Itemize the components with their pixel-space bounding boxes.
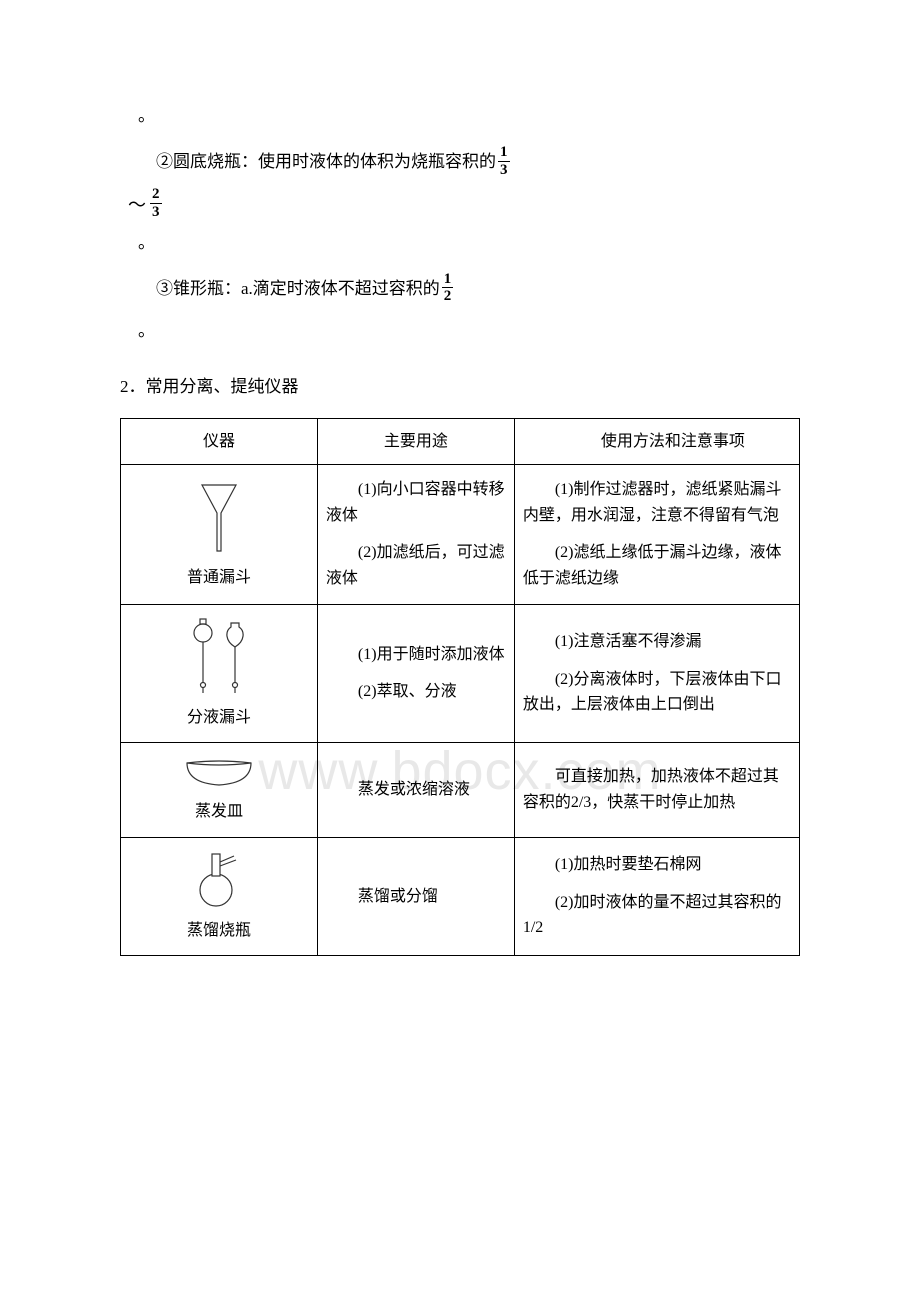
- label-funnel: 普通漏斗: [129, 565, 309, 591]
- round-flask-text: ②圆底烧瓶：使用时液体的体积为烧瓶容积的: [156, 152, 496, 171]
- funnel-icon: [194, 479, 244, 557]
- note-text: (2)滤纸上缘低于漏斗边缘，液体低于滤纸边缘: [523, 540, 791, 591]
- table-row: 蒸馏烧瓶 蒸馏或分馏 (1)加热时要垫石棉网 (2)加时液体的量不超过其容积的1…: [121, 837, 800, 956]
- evaporating-dish-icon: [179, 755, 259, 791]
- use-text: 蒸发或浓缩溶液: [326, 777, 506, 803]
- use-text: 蒸馏或分馏: [326, 884, 506, 910]
- table-header-row: 仪器 主要用途 使用方法和注意事项: [121, 418, 800, 465]
- page-content: 。 ②圆底烧瓶：使用时液体的体积为烧瓶容积的13 ～ 23 。 ③锥形瓶：a.滴…: [120, 100, 800, 956]
- table-row: 普通漏斗 (1)向小口容器中转移液体 (2)加滤纸后，可过滤液体 (1)制作过滤…: [121, 465, 800, 604]
- use-text: (1)向小口容器中转移液体: [326, 477, 506, 528]
- cell-note-funnel: (1)制作过滤器时，滤纸紧贴漏斗内壁，用水润湿，注意不得留有气泡 (2)滤纸上缘…: [514, 465, 799, 604]
- cell-note-distill-flask: (1)加热时要垫石棉网 (2)加时液体的量不超过其容积的1/2: [514, 837, 799, 956]
- cell-instrument-sep-funnel: 分液漏斗: [121, 604, 318, 743]
- note-text: (1)加热时要垫石棉网: [523, 852, 791, 878]
- note-text: (1)制作过滤器时，滤纸紧贴漏斗内壁，用水润湿，注意不得留有气泡: [523, 477, 791, 528]
- frac-num: 1: [498, 144, 510, 162]
- frac-den: 3: [150, 204, 162, 221]
- cell-use-distill-flask: 蒸馏或分馏: [317, 837, 514, 956]
- frac-den: 3: [498, 162, 510, 179]
- note-text: 可直接加热，加热液体不超过其容积的2/3，快蒸干时停止加热: [523, 764, 791, 815]
- label-sep-funnel: 分液漏斗: [129, 705, 309, 731]
- table-row: 蒸发皿 蒸发或浓缩溶液 可直接加热，加热液体不超过其容积的2/3，快蒸干时停止加…: [121, 743, 800, 838]
- label-evap-dish: 蒸发皿: [129, 799, 309, 825]
- separating-funnel-icon: [179, 617, 259, 697]
- paragraph-punct-3: 。: [138, 315, 800, 347]
- frac-den: 2: [442, 288, 454, 305]
- frac-num: 2: [150, 186, 162, 204]
- paragraph-round-flask: ②圆底烧瓶：使用时液体的体积为烧瓶容积的13: [156, 146, 800, 180]
- cell-note-evap-dish: 可直接加热，加热液体不超过其容积的2/3，快蒸干时停止加热: [514, 743, 799, 838]
- paragraph-conical-flask: ③锥形瓶：a.滴定时液体不超过容积的12: [156, 273, 800, 307]
- conical-flask-text: ③锥形瓶：a.滴定时液体不超过容积的: [156, 279, 440, 298]
- cell-instrument-distill-flask: 蒸馏烧瓶: [121, 837, 318, 956]
- table-row: 分液漏斗 (1)用于随时添加液体 (2)萃取、分液 (1)注意活塞不得渗漏 (2…: [121, 604, 800, 743]
- note-text: (2)分离液体时，下层液体由下口放出，上层液体由上口倒出: [523, 667, 791, 718]
- frac-num: 1: [442, 271, 454, 289]
- distillation-flask-icon: [192, 850, 246, 910]
- header-notes-text: 使用方法和注意事项: [523, 429, 791, 455]
- paragraph-punct-2: 。: [138, 227, 800, 259]
- cell-use-evap-dish: 蒸发或浓缩溶液: [317, 743, 514, 838]
- header-notes: 使用方法和注意事项: [514, 418, 799, 465]
- cell-note-sep-funnel: (1)注意活塞不得渗漏 (2)分离液体时，下层液体由下口放出，上层液体由上口倒出: [514, 604, 799, 743]
- label-distill-flask: 蒸馏烧瓶: [129, 918, 309, 944]
- fraction-2-3: 23: [150, 186, 162, 220]
- note-text: (2)加时液体的量不超过其容积的1/2: [523, 890, 791, 941]
- use-text: (2)萃取、分液: [326, 679, 506, 705]
- tilde-fraction-row: ～ 23: [128, 188, 800, 222]
- fraction-1-2: 12: [442, 271, 454, 305]
- use-text: (2)加滤纸后，可过滤液体: [326, 540, 506, 591]
- header-instrument: 仪器: [121, 418, 318, 465]
- cell-use-sep-funnel: (1)用于随时添加液体 (2)萃取、分液: [317, 604, 514, 743]
- cell-instrument-funnel: 普通漏斗: [121, 465, 318, 604]
- cell-use-funnel: (1)向小口容器中转移液体 (2)加滤纸后，可过滤液体: [317, 465, 514, 604]
- section-2-heading: 2．常用分离、提纯仪器: [120, 371, 800, 403]
- use-text: (1)用于随时添加液体: [326, 642, 506, 668]
- fraction-1-3: 13: [498, 144, 510, 178]
- cell-instrument-evap-dish: 蒸发皿: [121, 743, 318, 838]
- paragraph-punct-1: 。: [138, 100, 800, 132]
- instruments-table: 仪器 主要用途 使用方法和注意事项 普通漏斗: [120, 418, 800, 957]
- note-text: (1)注意活塞不得渗漏: [523, 629, 791, 655]
- header-use: 主要用途: [317, 418, 514, 465]
- tilde-symbol: ～: [128, 188, 146, 222]
